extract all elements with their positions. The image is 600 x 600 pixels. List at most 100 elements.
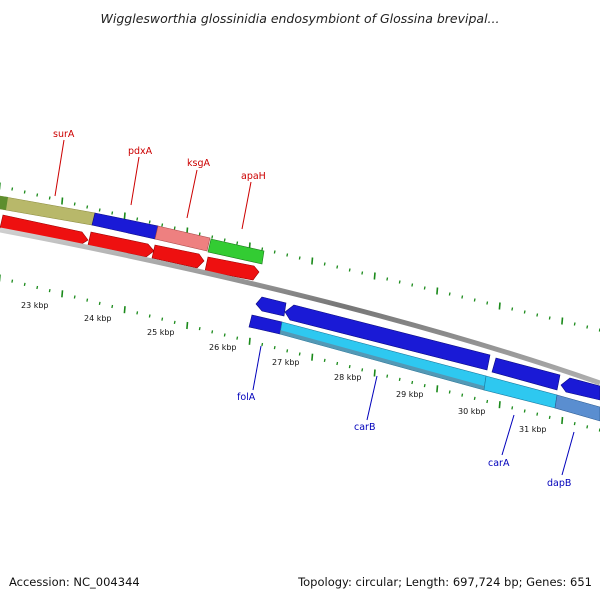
gene-label-dapB[interactable]: dapB xyxy=(547,478,571,489)
minor-tick xyxy=(586,325,589,329)
kbp-label: 28 kbp xyxy=(334,373,362,382)
minor-tick xyxy=(348,365,351,369)
minor-tick xyxy=(161,317,164,321)
red-arrow[interactable] xyxy=(151,244,205,269)
minor-tick xyxy=(348,268,351,272)
major-tick xyxy=(61,290,64,298)
kbp-label: 31 kbp xyxy=(519,425,547,434)
blue-arrow[interactable] xyxy=(255,296,287,317)
minor-tick xyxy=(298,256,301,260)
minor-tick xyxy=(223,238,226,242)
genome-summary-text: Topology: circular; Length: 697,724 bp; … xyxy=(298,575,592,589)
gene-label-carA[interactable]: carA xyxy=(488,458,510,469)
minor-tick xyxy=(136,217,139,221)
minor-tick xyxy=(173,320,176,324)
minor-tick xyxy=(423,286,426,290)
minor-tick xyxy=(286,349,289,353)
minor-tick xyxy=(411,380,414,385)
minor-tick xyxy=(323,358,326,362)
minor-tick xyxy=(86,298,89,302)
minor-tick xyxy=(536,313,539,317)
major-tick xyxy=(561,416,564,425)
major-tick xyxy=(561,317,564,325)
kbp-label: 27 kbp xyxy=(272,358,300,367)
tick-marks xyxy=(0,182,600,432)
minor-tick xyxy=(198,232,201,236)
blue-arrow[interactable] xyxy=(284,304,491,371)
major-tick xyxy=(498,401,501,409)
minor-tick xyxy=(361,271,364,275)
minor-tick xyxy=(148,220,151,224)
minor-tick xyxy=(486,301,489,305)
gene-ksgA-bar[interactable] xyxy=(154,225,211,252)
major-tick xyxy=(498,302,501,310)
minor-tick xyxy=(423,384,426,388)
upper-strand-features xyxy=(0,195,265,265)
minor-tick xyxy=(511,406,514,410)
gene-label-ksgA[interactable]: ksgA xyxy=(187,158,210,169)
minor-tick xyxy=(548,415,551,419)
genome-backbone xyxy=(0,227,600,386)
gene-folA-bar[interactable] xyxy=(248,314,283,335)
minor-tick xyxy=(198,327,201,331)
minor-tick xyxy=(36,193,39,197)
gene-label-folA[interactable]: folA xyxy=(237,392,256,403)
minor-tick xyxy=(73,202,76,206)
minor-tick xyxy=(336,361,339,366)
gene-label-surA[interactable]: surA xyxy=(53,129,75,140)
major-tick xyxy=(311,353,314,361)
kbp-label: 23 kbp xyxy=(21,301,49,310)
minor-tick xyxy=(523,409,526,413)
minor-tick xyxy=(323,262,326,266)
kbp-label: 26 kbp xyxy=(209,343,237,352)
gene-label-carB[interactable]: carB xyxy=(354,422,375,433)
gene-dapB-bar[interactable] xyxy=(554,394,600,422)
gene-apaH-bar[interactable] xyxy=(207,238,265,265)
minor-tick xyxy=(261,247,264,251)
lower-strand-features xyxy=(248,296,600,422)
kbp-label: 24 kbp xyxy=(84,314,112,323)
minor-tick xyxy=(336,265,339,269)
kbp-label: 25 kbp xyxy=(147,328,175,337)
minor-tick xyxy=(486,399,489,404)
minor-tick xyxy=(236,336,239,340)
callout-lines xyxy=(54,139,575,476)
blue-arrow[interactable] xyxy=(560,377,600,401)
minor-tick xyxy=(11,187,14,191)
minor-tick xyxy=(261,342,264,347)
major-tick xyxy=(373,369,376,377)
major-tick xyxy=(123,212,126,220)
minor-tick xyxy=(286,253,289,257)
minor-tick xyxy=(586,425,589,429)
minor-tick xyxy=(298,352,301,356)
minor-tick xyxy=(273,250,276,254)
red-arrow[interactable] xyxy=(87,231,155,258)
major-tick xyxy=(373,272,376,280)
minor-tick xyxy=(23,282,26,286)
minor-tick xyxy=(473,396,476,400)
minor-tick xyxy=(448,292,451,296)
minor-tick xyxy=(211,235,214,239)
minor-tick xyxy=(86,205,89,209)
gene-label-pdxA[interactable]: pdxA xyxy=(128,146,153,157)
minor-tick xyxy=(23,190,26,194)
minor-tick xyxy=(511,307,514,311)
minor-tick xyxy=(548,316,551,320)
minor-tick xyxy=(48,289,51,293)
gene-label-apaH[interactable]: apaH xyxy=(241,171,266,182)
blue-arrow[interactable] xyxy=(491,357,561,391)
minor-tick xyxy=(386,277,389,281)
red-arrow[interactable] xyxy=(204,256,260,281)
major-tick xyxy=(186,321,189,330)
minor-tick xyxy=(223,333,226,337)
red-arrow-features xyxy=(0,214,260,281)
minor-tick xyxy=(73,295,76,299)
minor-tick xyxy=(11,279,14,283)
red-arrow[interactable] xyxy=(0,214,89,246)
major-tick xyxy=(248,337,251,345)
minor-tick xyxy=(398,377,401,381)
major-tick xyxy=(61,197,64,205)
minor-tick xyxy=(573,322,576,326)
minor-tick xyxy=(161,223,164,227)
